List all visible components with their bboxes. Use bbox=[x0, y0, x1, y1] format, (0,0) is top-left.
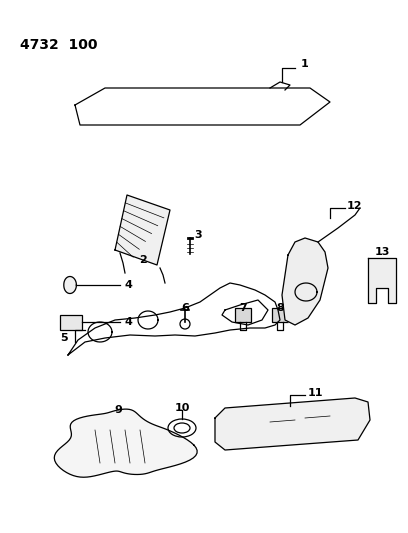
Text: 3: 3 bbox=[194, 230, 202, 240]
Polygon shape bbox=[115, 195, 170, 265]
Polygon shape bbox=[54, 409, 197, 477]
Polygon shape bbox=[64, 277, 76, 294]
Polygon shape bbox=[282, 238, 328, 325]
Text: 2: 2 bbox=[139, 255, 147, 265]
Text: 4: 4 bbox=[124, 280, 132, 290]
Polygon shape bbox=[368, 258, 396, 303]
Text: 13: 13 bbox=[374, 247, 390, 257]
Bar bbox=[272, 308, 288, 322]
Text: 5: 5 bbox=[60, 333, 68, 343]
Text: 10: 10 bbox=[174, 403, 190, 413]
Text: 8: 8 bbox=[276, 303, 284, 313]
Text: 11: 11 bbox=[307, 388, 323, 398]
Bar bbox=[235, 308, 251, 322]
Text: 4732  100: 4732 100 bbox=[20, 38, 98, 52]
Text: 7: 7 bbox=[239, 303, 247, 313]
Text: 6: 6 bbox=[181, 303, 189, 313]
Text: 12: 12 bbox=[346, 201, 362, 211]
Text: 4: 4 bbox=[124, 317, 132, 327]
Text: 9: 9 bbox=[114, 405, 122, 415]
Bar bbox=[60, 315, 82, 330]
Polygon shape bbox=[215, 398, 370, 450]
Text: 1: 1 bbox=[301, 59, 309, 69]
